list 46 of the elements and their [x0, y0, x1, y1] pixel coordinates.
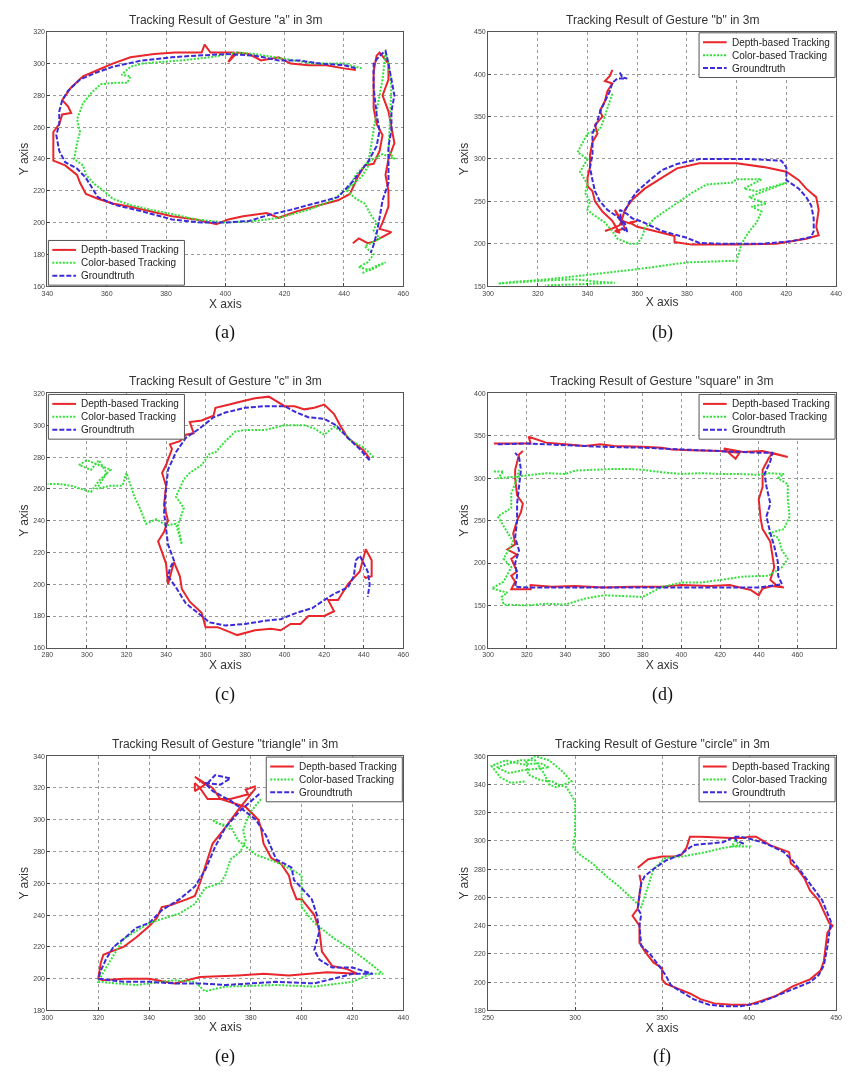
legend-label: Depth-based Tracking — [732, 37, 830, 48]
y-axis-title: Y axis — [457, 504, 472, 537]
x-axis-title: X axis — [645, 1020, 679, 1035]
line-series — [490, 467, 791, 607]
text: (a) — [215, 322, 235, 343]
x-axis-title: X axis — [645, 295, 679, 310]
legend-label: Color-based Tracking — [732, 411, 828, 422]
legend-label: Depth-based Tracking — [81, 244, 179, 255]
y-axis-title: Y axis — [457, 142, 472, 176]
x-axis-title: X axis — [209, 658, 242, 673]
x-axis-title: X axis — [209, 296, 242, 311]
text: (e) — [215, 1046, 235, 1067]
legend-label: Groundtruth — [81, 270, 135, 281]
chart-title: Tracking Result of Gesture "triangle" in 3m — [112, 737, 339, 751]
legend-label: Color-based Tracking — [732, 774, 828, 785]
x-axis-title: X axis — [645, 658, 679, 673]
legend-label: Depth-based Tracking — [732, 761, 830, 772]
text: (c) — [215, 684, 235, 705]
legend-label: Groundtruth — [299, 787, 353, 798]
legend-label: Depth-based Tracking — [81, 398, 179, 409]
line-series — [47, 424, 375, 546]
legend-label: Color-based Tracking — [81, 257, 177, 268]
y-axis-title: Y axis — [16, 142, 31, 176]
x-axis-title: X axis — [209, 1019, 242, 1034]
legend-label: Groundtruth — [732, 63, 786, 74]
legend-label: Depth-based Tracking — [732, 398, 830, 409]
legend-label: Color-based Tracking — [732, 50, 828, 61]
y-axis-title: Y axis — [16, 504, 31, 537]
chart-title: Tracking Result of Gesture "circle" in 3m — [555, 737, 770, 751]
text: (d) — [652, 684, 673, 705]
text: (b) — [652, 322, 673, 343]
chart-title: Tracking Result of Gesture "c" in 3m — [129, 374, 322, 388]
legend-label: Depth-based Tracking — [299, 761, 397, 772]
legend-label: Groundtruth — [732, 424, 786, 435]
y-axis-title: Y axis — [457, 867, 472, 900]
legend-label: Groundtruth — [81, 424, 135, 435]
chart-title: Tracking Result of Gesture "square" in 3m — [550, 374, 774, 388]
text: (f) — [653, 1046, 671, 1067]
legend-label: Groundtruth — [732, 787, 786, 798]
legend-label: Color-based Tracking — [299, 774, 395, 785]
chart-title: Tracking Result of Gesture "b" in 3m — [566, 13, 760, 27]
y-axis-title: Y axis — [16, 867, 31, 900]
line-series — [497, 92, 788, 287]
legend-label: Color-based Tracking — [81, 411, 177, 422]
line-series — [97, 798, 384, 993]
chart-title: Tracking Result of Gesture "a" in 3m — [129, 13, 323, 27]
